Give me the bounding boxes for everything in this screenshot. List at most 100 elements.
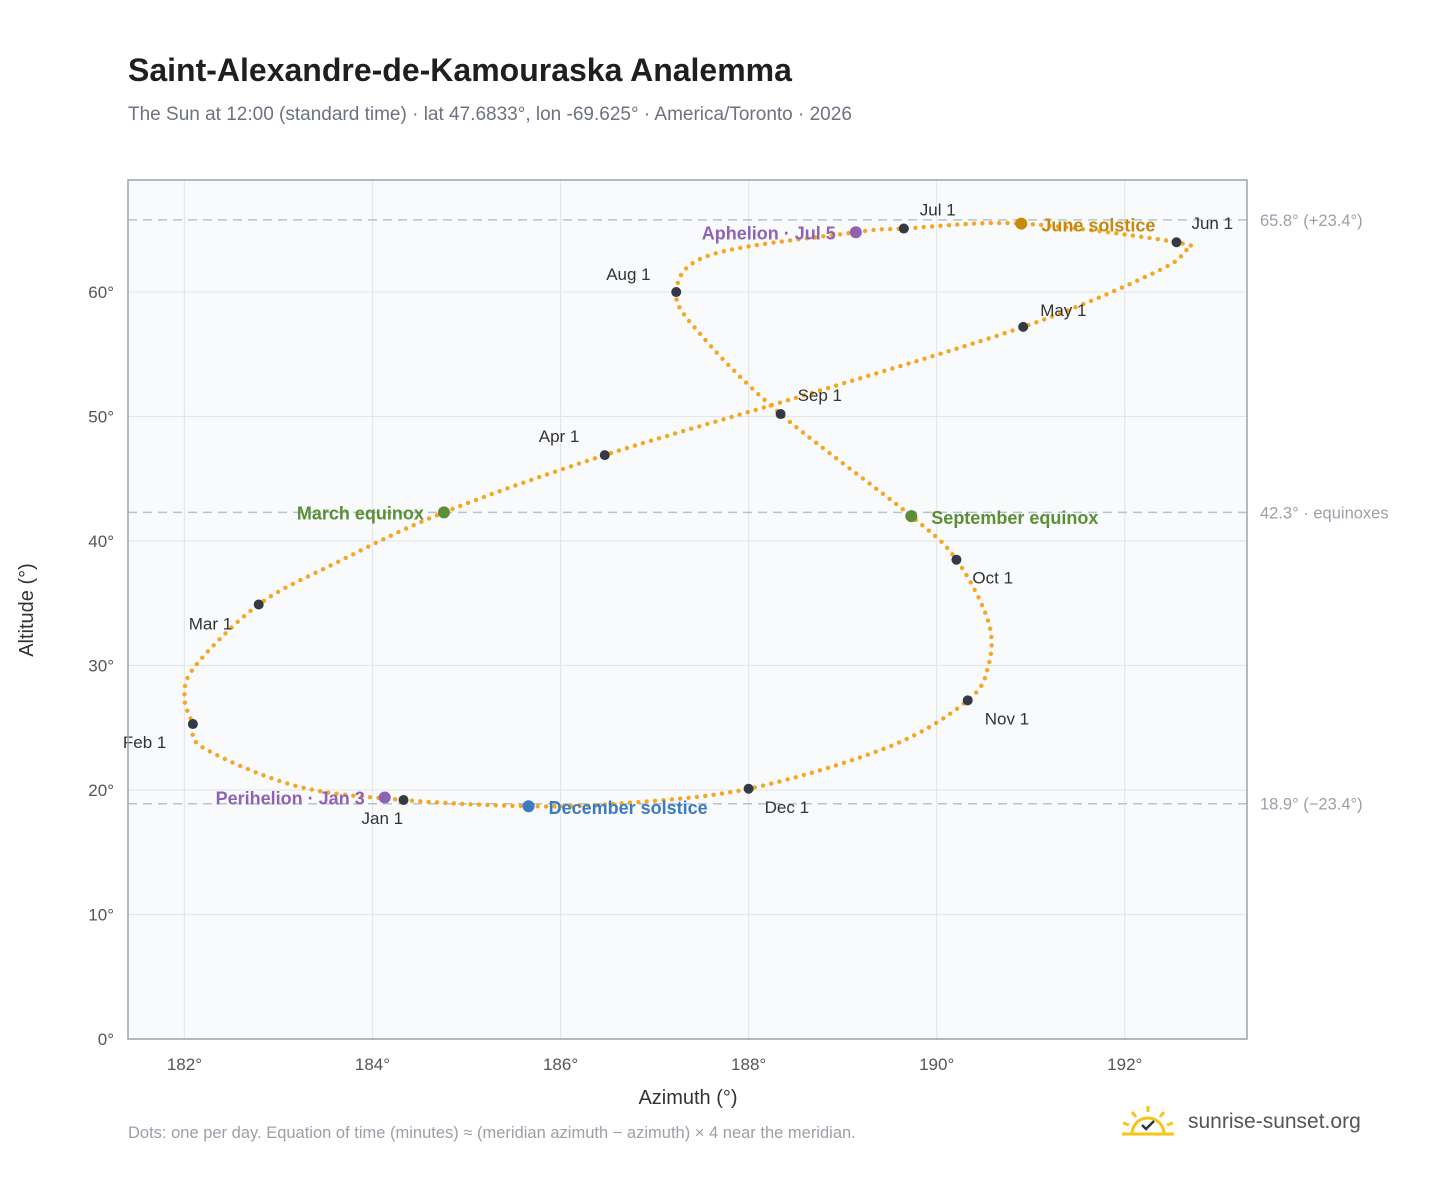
day-dot	[602, 802, 608, 807]
day-dot	[743, 380, 749, 385]
day-dot	[762, 241, 768, 246]
day-dot	[535, 804, 540, 809]
day-dot	[381, 537, 386, 542]
day-dot	[518, 803, 524, 809]
day-dot	[750, 386, 755, 391]
day-dot	[986, 336, 991, 341]
month-label: Jul 1	[920, 201, 956, 220]
day-dot	[189, 668, 194, 673]
day-dot	[930, 354, 935, 359]
day-dot	[305, 574, 311, 579]
x-tick-label: 182°	[167, 1055, 202, 1074]
day-dot	[182, 700, 188, 705]
day-dot	[268, 594, 274, 599]
day-dot	[882, 368, 887, 374]
day-dot	[894, 501, 899, 507]
day-dot	[200, 655, 205, 660]
day-dot	[465, 500, 471, 506]
day-dot	[200, 745, 205, 750]
day-dot	[732, 368, 737, 373]
y-tick-label: 30°	[88, 657, 114, 676]
day-dot	[771, 240, 776, 245]
day-dot	[768, 403, 773, 408]
day-dot	[235, 619, 240, 624]
plot-background	[128, 180, 1247, 1039]
month-label: May 1	[1040, 301, 1086, 320]
day-dot	[656, 436, 662, 441]
day-dot	[887, 496, 892, 502]
day-dot	[854, 471, 859, 476]
day-dot	[683, 266, 689, 271]
day-dot	[922, 356, 927, 361]
day-dot	[841, 760, 847, 765]
day-dot	[1080, 227, 1086, 232]
day-dot	[205, 649, 211, 654]
day-dot	[729, 247, 735, 252]
month-marker	[1018, 321, 1029, 332]
day-dot	[1114, 231, 1119, 236]
day-dot	[443, 800, 448, 806]
day-dot	[862, 228, 868, 234]
day-dot	[814, 440, 819, 445]
day-dot	[229, 625, 234, 630]
day-dot	[644, 799, 649, 804]
day-dot	[521, 480, 526, 485]
day-dot	[785, 398, 791, 403]
day-dot	[501, 803, 507, 808]
day-dot	[664, 433, 670, 439]
day-dot	[988, 651, 994, 656]
month-marker	[671, 287, 682, 298]
day-dot	[1147, 235, 1152, 241]
day-dot	[1097, 229, 1102, 234]
month-label: Nov 1	[985, 709, 1029, 728]
day-dot	[293, 783, 298, 788]
day-dot	[829, 233, 834, 238]
day-dot	[185, 708, 190, 713]
day-dot	[569, 804, 574, 809]
reference-label: 18.9° (−23.4°)	[1260, 796, 1363, 814]
day-dot	[898, 363, 903, 369]
day-dot	[694, 794, 700, 800]
day-dot	[1010, 328, 1015, 333]
day-dot	[964, 572, 969, 578]
day-dot	[833, 456, 839, 461]
day-dot	[358, 548, 363, 553]
event-marker	[522, 800, 535, 813]
day-dot	[944, 545, 950, 550]
day-dot	[946, 349, 951, 354]
day-dot	[874, 486, 879, 491]
day-dot	[745, 410, 750, 415]
day-dot	[568, 464, 574, 469]
day-dot	[403, 526, 409, 531]
day-dot	[674, 297, 679, 302]
day-dot	[761, 405, 766, 410]
day-dot	[223, 631, 228, 636]
day-dot	[708, 344, 714, 349]
day-dot	[988, 220, 993, 226]
day-dot	[729, 414, 734, 420]
day-dot	[419, 519, 424, 524]
brand[interactable]: sunrise-sunset.org	[1120, 1104, 1361, 1140]
day-dot	[317, 789, 323, 794]
day-dot	[738, 245, 743, 251]
day-dot	[215, 753, 220, 758]
day-dot	[426, 516, 432, 521]
day-dot	[1089, 228, 1094, 233]
month-marker	[398, 794, 409, 805]
day-dot	[1172, 259, 1177, 264]
month-marker	[1171, 237, 1182, 248]
day-dot	[493, 803, 498, 808]
event-label: June solstice	[1041, 216, 1155, 236]
day-dot	[277, 778, 282, 784]
day-dot	[919, 729, 924, 734]
day-dot	[1150, 271, 1155, 276]
day-dot	[713, 419, 718, 424]
day-dot	[711, 792, 716, 797]
day-dot	[817, 768, 823, 773]
day-dot	[1055, 224, 1061, 229]
day-dot	[721, 417, 726, 422]
day-dot	[827, 450, 832, 456]
day-dot	[962, 344, 967, 349]
day-dot	[253, 770, 258, 775]
day-dot	[752, 785, 758, 790]
